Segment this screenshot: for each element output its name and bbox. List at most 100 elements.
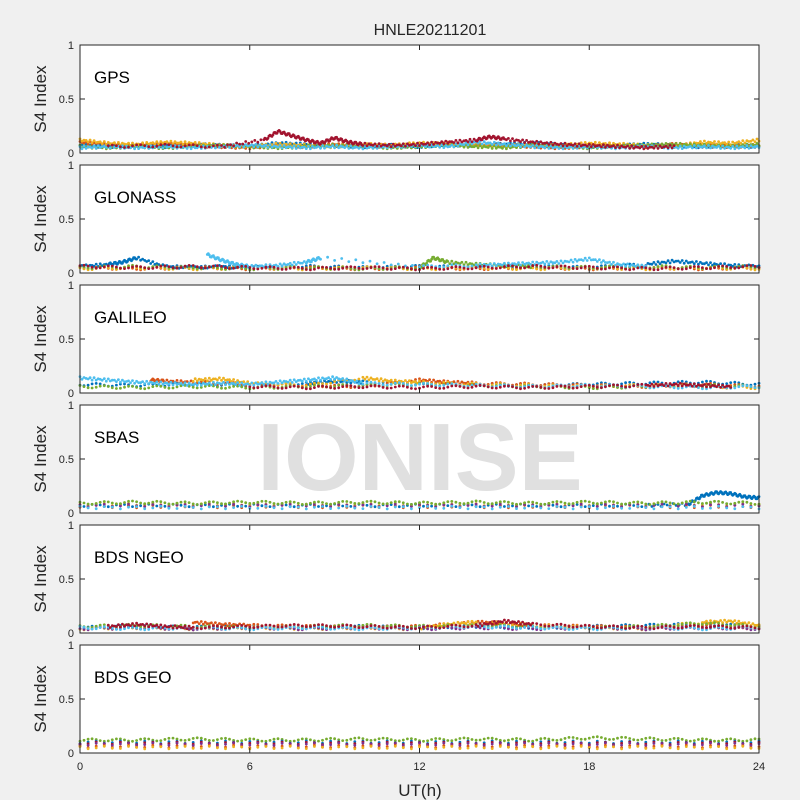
- data-point: [183, 381, 187, 385]
- data-point: [745, 144, 749, 148]
- data-point: [234, 383, 238, 386]
- data-point: [106, 505, 110, 509]
- data-point: [559, 259, 563, 263]
- data-point: [82, 385, 86, 388]
- data-point: [203, 382, 207, 386]
- data-point: [523, 266, 526, 270]
- data-point: [416, 141, 419, 145]
- data-point: [212, 377, 215, 381]
- data-point: [628, 146, 632, 150]
- data-point: [507, 261, 510, 265]
- data-point: [466, 146, 470, 149]
- data-point: [709, 385, 712, 389]
- data-point: [244, 501, 248, 505]
- data-point: [151, 267, 155, 270]
- data-point: [296, 385, 300, 388]
- data-point: [448, 140, 452, 144]
- data-point: [703, 262, 706, 266]
- data-point: [115, 387, 118, 390]
- data-point: [664, 382, 668, 385]
- data-point: [438, 387, 442, 390]
- data-point: [575, 259, 579, 263]
- plot-area: [80, 165, 759, 273]
- data-point: [143, 387, 147, 391]
- data-point: [349, 381, 353, 385]
- data-point: [412, 142, 415, 146]
- data-point: [488, 144, 492, 148]
- data-point: [650, 382, 654, 386]
- data-point: [365, 381, 369, 385]
- data-point: [244, 386, 248, 390]
- data-point: [385, 386, 389, 390]
- data-point: [331, 144, 334, 148]
- data-point: [745, 264, 749, 267]
- data-point: [559, 505, 563, 509]
- data-point: [396, 262, 400, 266]
- data-point: [521, 261, 524, 264]
- data-point: [535, 260, 539, 264]
- data-point: [410, 384, 413, 387]
- data-point: [195, 503, 199, 506]
- data-point: [509, 139, 512, 143]
- data-point: [110, 264, 114, 268]
- data-point: [521, 143, 524, 146]
- data-point: [583, 141, 587, 144]
- data-point: [397, 381, 401, 385]
- data-point: [672, 144, 676, 148]
- data-point: [595, 502, 599, 505]
- data-point: [684, 259, 688, 263]
- data-point: [410, 387, 413, 390]
- data-point: [80, 147, 84, 151]
- data-point: [294, 147, 298, 150]
- data-point: [442, 142, 446, 146]
- data-point: [157, 382, 161, 386]
- data-point: [286, 380, 290, 384]
- data-point: [404, 264, 407, 268]
- data-point: [307, 144, 310, 148]
- data-point: [235, 141, 239, 145]
- data-point: [587, 142, 591, 146]
- data-point: [163, 142, 167, 146]
- data-point: [382, 261, 386, 264]
- data-point: [705, 261, 708, 265]
- data-point: [135, 379, 139, 383]
- data-point: [424, 145, 427, 149]
- data-point: [266, 382, 270, 386]
- data-point: [490, 386, 494, 390]
- data-point: [228, 383, 231, 386]
- data-point: [482, 264, 486, 268]
- data-point: [535, 505, 539, 508]
- data-point: [509, 144, 512, 148]
- data-point: [157, 146, 161, 149]
- data-point: [713, 140, 716, 143]
- data-point: [486, 267, 490, 271]
- data-point: [151, 385, 155, 388]
- data-point: [729, 381, 733, 384]
- data-point: [369, 384, 373, 388]
- data-point: [543, 265, 547, 269]
- data-point: [646, 143, 650, 147]
- data-point: [246, 380, 250, 384]
- data-point: [375, 262, 379, 266]
- data-point: [688, 499, 692, 503]
- data-point: [236, 379, 240, 382]
- data-point: [616, 383, 619, 387]
- data-point: [749, 502, 753, 505]
- data-point: [486, 385, 490, 389]
- y-tick-label: 0: [68, 388, 74, 400]
- data-point: [577, 142, 581, 146]
- data-point: [355, 379, 359, 383]
- data-point: [102, 377, 106, 380]
- data-point: [723, 262, 726, 266]
- data-point: [185, 384, 189, 387]
- data-point: [664, 142, 668, 145]
- data-point: [278, 262, 282, 266]
- data-point: [155, 384, 159, 388]
- data-point: [591, 501, 595, 505]
- data-point: [688, 382, 692, 386]
- data-point: [294, 380, 298, 384]
- data-point: [515, 268, 518, 271]
- series-group: [78, 490, 761, 511]
- data-point: [313, 267, 316, 271]
- data-point: [682, 261, 686, 265]
